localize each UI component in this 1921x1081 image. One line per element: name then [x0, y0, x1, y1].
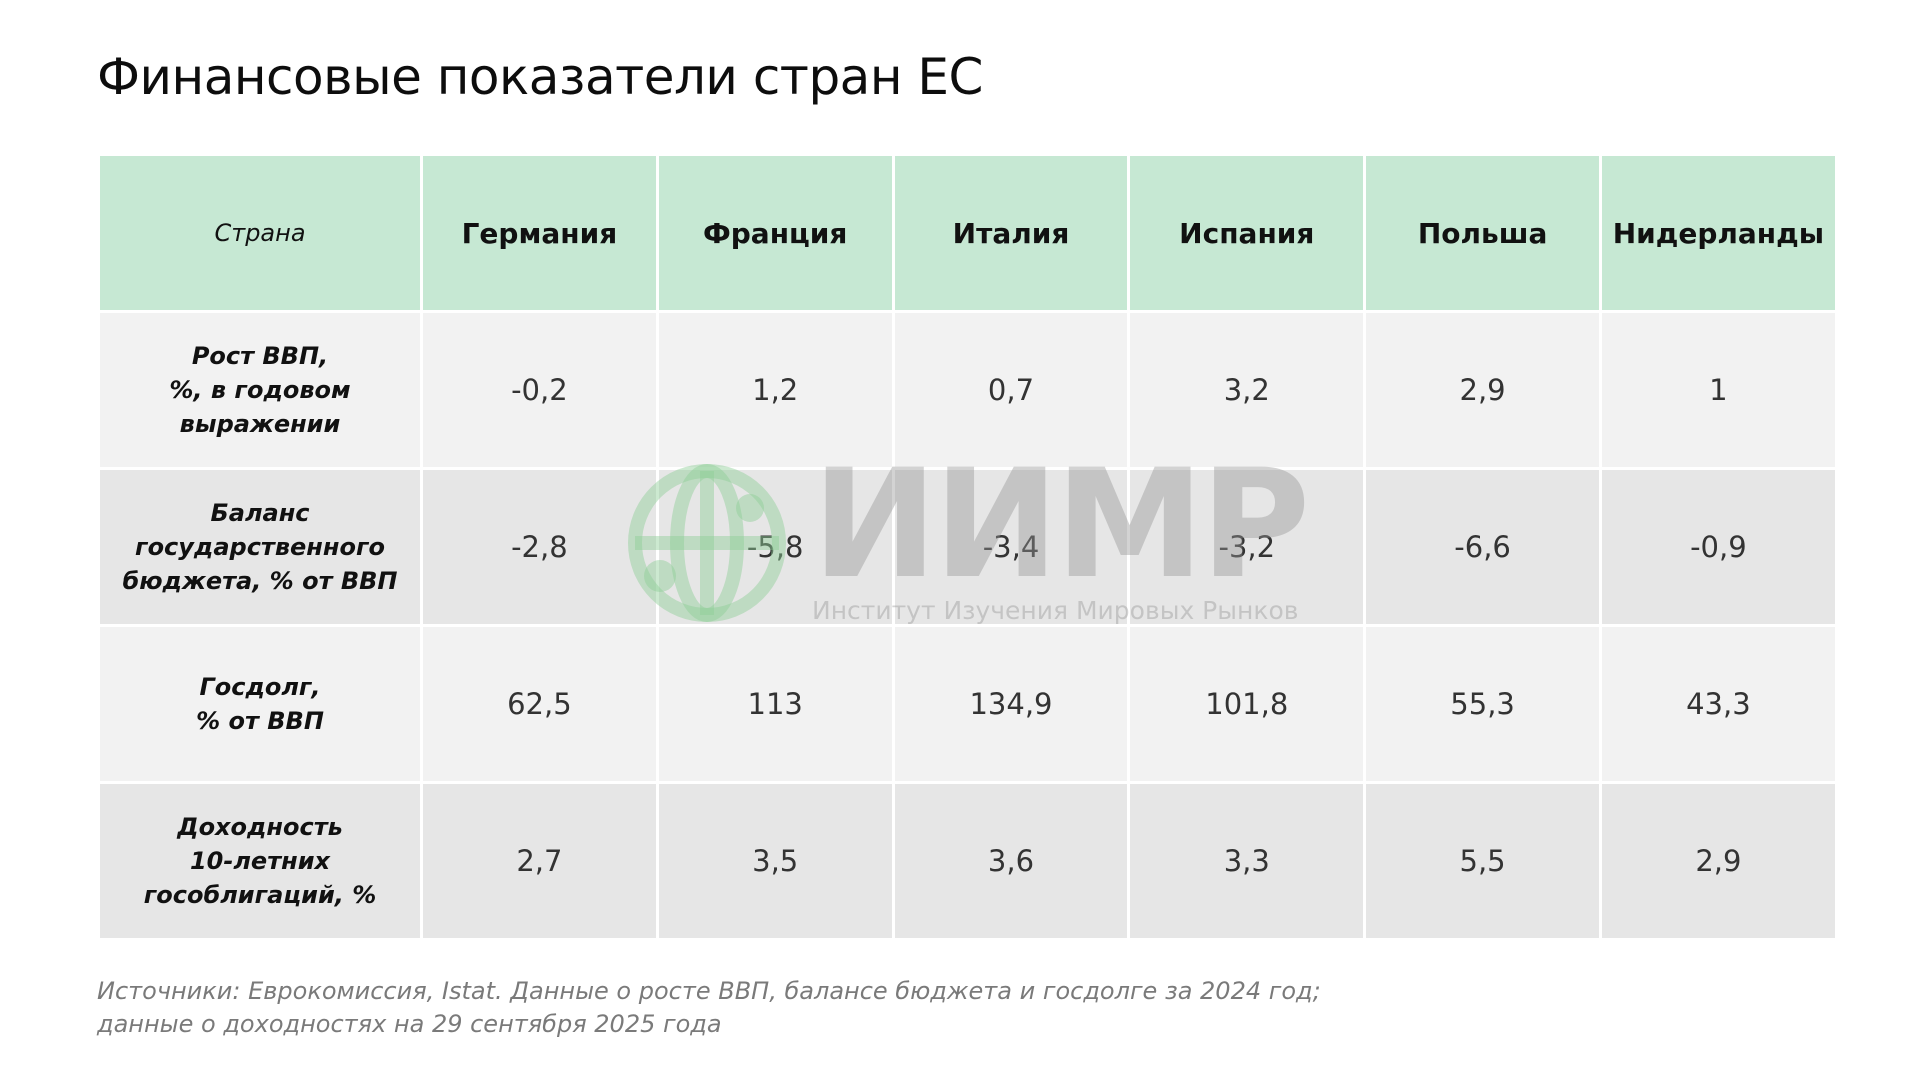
table-cell: 2,9 — [1363, 310, 1602, 470]
table-cell: 55,3 — [1363, 624, 1602, 784]
row-label: Доходность 10-летних гособлигаций, % — [97, 781, 423, 941]
header-country: Нидерланды — [1598, 153, 1838, 313]
table-row-bond-yield: Доходность 10-летних гособлигаций, % 2,7… — [97, 781, 1838, 941]
row-label-line: Рост ВВП, — [191, 342, 329, 370]
table-cell: 3,2 — [1127, 310, 1367, 470]
table-cell: 3,6 — [891, 781, 1131, 941]
row-label-line: бюджета, % от ВВП — [122, 567, 398, 595]
source-footnote: Источники: Еврокомиссия, Istat. Данные о… — [97, 975, 1321, 1041]
footnote-line: Источники: Еврокомиссия, Istat. Данные о… — [97, 977, 1321, 1005]
table-cell: 2,7 — [420, 781, 659, 941]
table-cell: 1,2 — [655, 310, 895, 470]
row-label-line: выражении — [179, 410, 341, 438]
table-cell: -3,2 — [1127, 467, 1367, 627]
header-country: Германия — [420, 153, 659, 313]
header-country: Италия — [891, 153, 1131, 313]
table-cell: 3,5 — [655, 781, 895, 941]
row-label-line: 10-летних — [189, 847, 330, 875]
row-label-line: Госдолг, — [199, 673, 321, 701]
table-cell: -0,2 — [420, 310, 659, 470]
table-cell: 101,8 — [1127, 624, 1367, 784]
row-label: Госдолг, % от ВВП — [97, 624, 423, 784]
table-container: Страна Германия Франция Италия Испания П… — [97, 153, 1838, 941]
table-cell: -5,8 — [655, 467, 895, 627]
row-label: Рост ВВП, %, в годовом выражении — [97, 310, 423, 470]
table-row-public-debt: Госдолг, % от ВВП 62,5 113 134,9 101,8 5… — [97, 624, 1838, 784]
row-label-line: Доходность — [177, 813, 343, 841]
table-cell: 0,7 — [891, 310, 1131, 470]
header-country: Польша — [1363, 153, 1602, 313]
table-cell: 5,5 — [1363, 781, 1602, 941]
table-cell: 1 — [1598, 310, 1838, 470]
table-row-budget-balance: Баланс государственного бюджета, % от ВВ… — [97, 467, 1838, 627]
row-label-line: %, в годовом — [169, 376, 351, 404]
table-cell: 43,3 — [1598, 624, 1838, 784]
table-row-gdp-growth: Рост ВВП, %, в годовом выражении -0,2 1,… — [97, 310, 1838, 470]
row-label-line: Баланс — [210, 499, 310, 527]
header-country: Франция — [655, 153, 895, 313]
page-title: Финансовые показатели стран ЕС — [97, 48, 983, 106]
header-row-label: Страна — [97, 153, 423, 313]
table-cell: 134,9 — [891, 624, 1131, 784]
table-cell: 62,5 — [420, 624, 659, 784]
financial-indicators-table: Страна Германия Франция Италия Испания П… — [97, 153, 1838, 941]
row-label: Баланс государственного бюджета, % от ВВ… — [97, 467, 423, 627]
table-cell: 113 — [655, 624, 895, 784]
table-cell: -3,4 — [891, 467, 1131, 627]
row-label-line: % от ВВП — [196, 707, 324, 735]
table-header-row: Страна Германия Франция Италия Испания П… — [97, 153, 1838, 313]
table-cell: -6,6 — [1363, 467, 1602, 627]
row-label-line: государственного — [135, 533, 385, 561]
table-cell: -0,9 — [1598, 467, 1838, 627]
table-cell: 3,3 — [1127, 781, 1367, 941]
header-country: Испания — [1127, 153, 1367, 313]
row-label-line: гособлигаций, % — [143, 881, 377, 909]
table-cell: 2,9 — [1598, 781, 1838, 941]
footnote-line: данные о доходностях на 29 сентября 2025… — [97, 1010, 722, 1038]
table-cell: -2,8 — [420, 467, 659, 627]
